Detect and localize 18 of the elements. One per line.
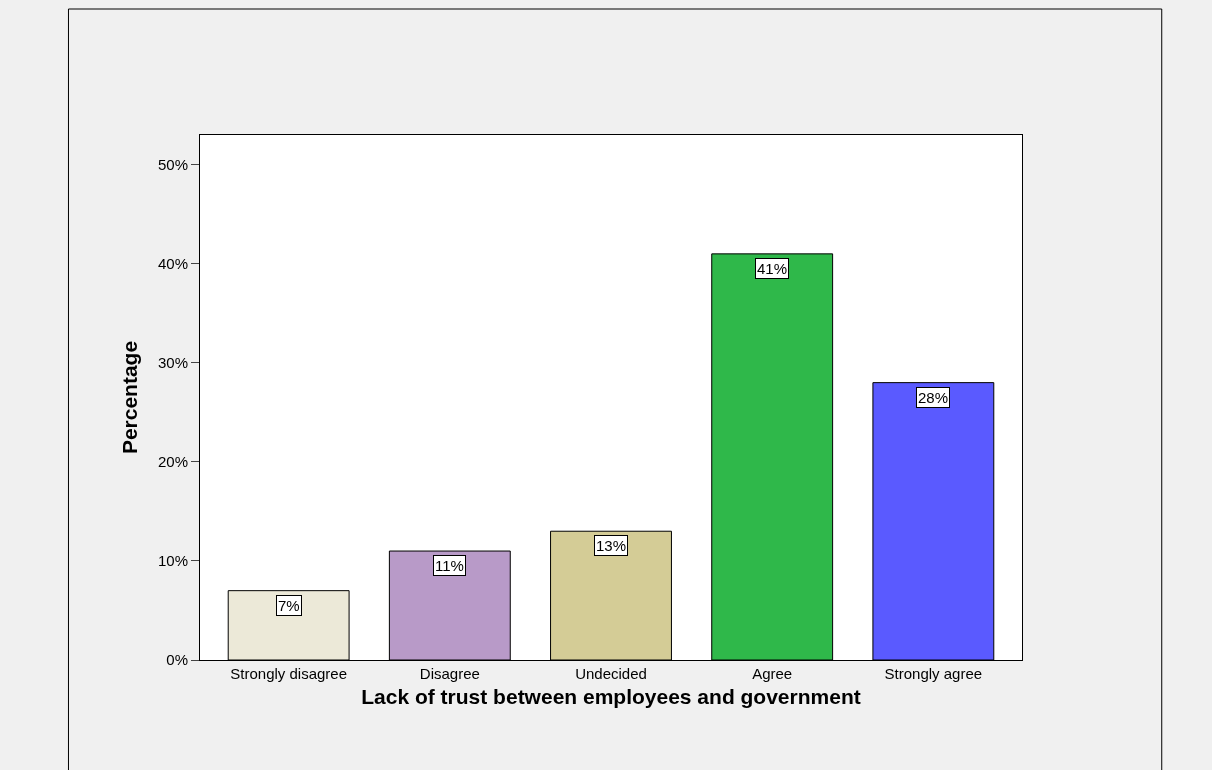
- data-label: 41%: [757, 260, 788, 277]
- x-axis-title: Lack of trust between employees and government: [361, 685, 861, 709]
- x-tick-label: Strongly agree: [884, 665, 983, 682]
- y-tick-label: 40%: [157, 255, 188, 273]
- y-tick-label: 20%: [157, 453, 188, 471]
- x-tick-label: Agree: [752, 665, 793, 682]
- data-label: 11%: [435, 557, 464, 574]
- y-tick-label: 50%: [157, 155, 188, 173]
- x-tick-label: Undecided: [575, 665, 647, 682]
- x-tick-label: Disagree: [419, 665, 480, 682]
- y-tick-label: 0%: [166, 651, 188, 669]
- data-label: 28%: [918, 389, 949, 406]
- y-axis-title: Percentage: [118, 340, 142, 455]
- data-label: 7%: [278, 597, 300, 614]
- data-label: 13%: [596, 537, 627, 554]
- y-tick-label: 30%: [157, 354, 188, 372]
- y-tick-label: 10%: [157, 552, 188, 570]
- x-tick-label: Strongly disagree: [230, 665, 348, 682]
